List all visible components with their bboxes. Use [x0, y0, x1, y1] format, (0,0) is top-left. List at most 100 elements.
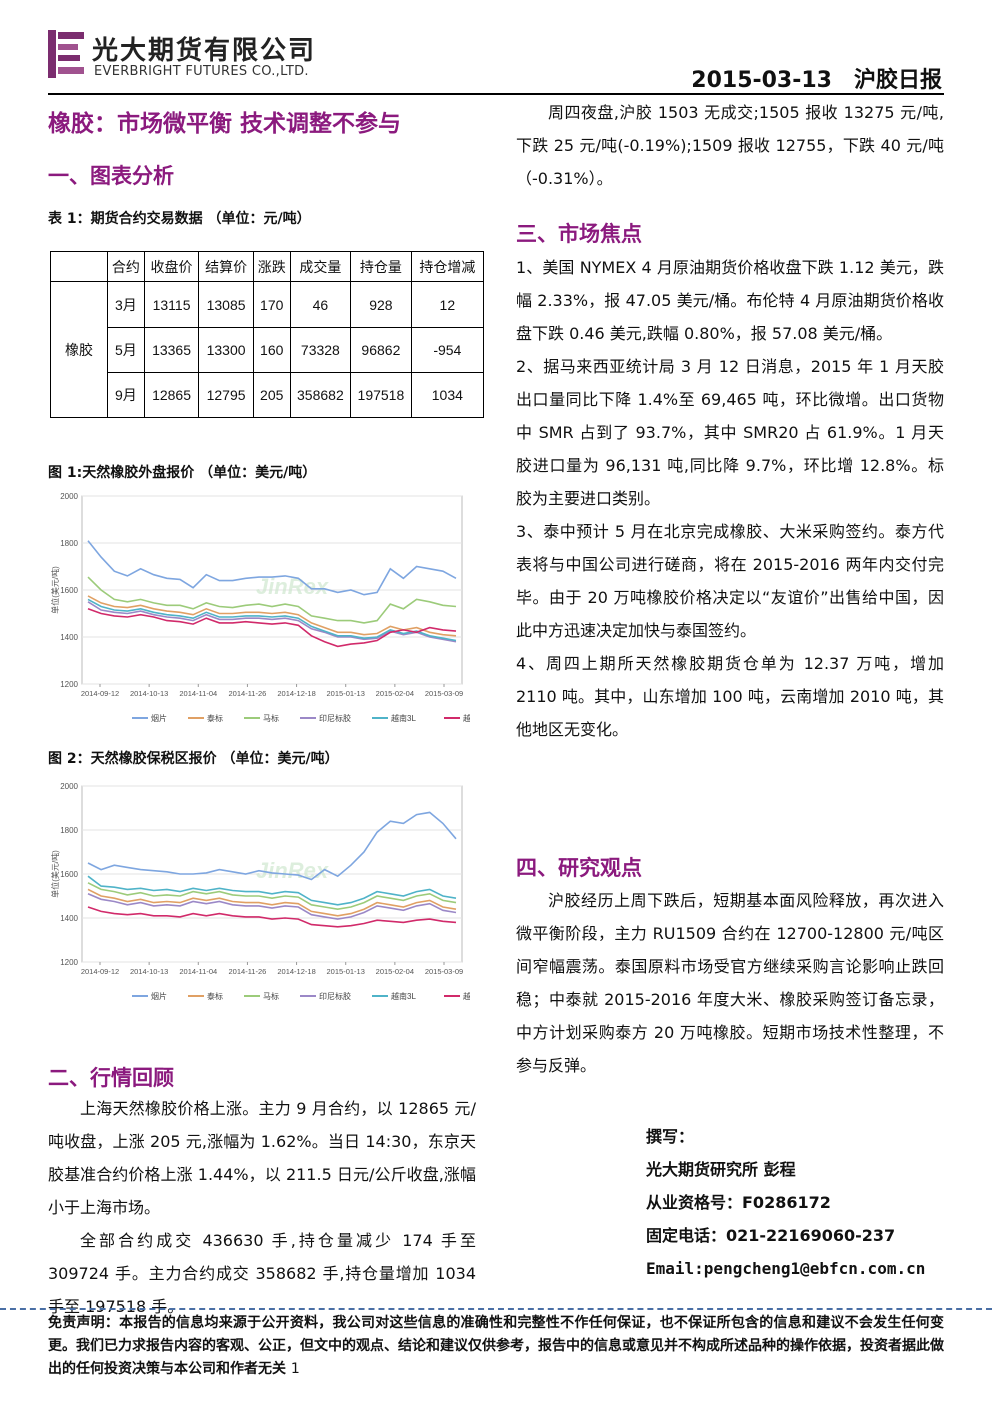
focus-item: 3、泰中预计 5 月在北京完成橡胶、大米采购签约。泰方代表将与中国公司进行磋商，… [516, 522, 944, 640]
y-tick-label: 1400 [60, 633, 78, 642]
table-header-cell: 涨跌 [252, 251, 291, 282]
table-group-cell: 橡胶 [50, 281, 108, 418]
y-axis-label: 单位(美元/吨) [50, 566, 60, 614]
author-block: 撰写： 光大期货研究所 彭程 从业资格号：F0286172 固定电话：021-2… [646, 1120, 925, 1285]
table-cell: 1034 [410, 372, 485, 418]
table-cell: 205 [252, 372, 291, 418]
legend-label: 烟片 [151, 713, 167, 723]
table-row: 9月 12865 12795 205 358682 197518 1034 [51, 372, 485, 418]
table-cell: 928 [350, 281, 412, 328]
x-tick-label: 2015-01-13 [327, 967, 365, 976]
series-line-烟片 [87, 540, 457, 596]
table-cell: 73328 [289, 327, 352, 373]
report-date-title: 2015-03-13 沪胶日报 [691, 68, 942, 93]
legend-label: 泰标 [207, 713, 223, 723]
x-tick-label: 2014-10-13 [130, 689, 168, 698]
company-name-en: EVERBRIGHT FUTURES CO.,LTD. [94, 64, 309, 79]
page-title: 橡胶：市场微平衡 技术调整不参与 [48, 111, 402, 137]
table-cell: 13365 [143, 327, 200, 373]
table-cell: 9月 [107, 372, 145, 418]
legend-label: 烟片 [151, 991, 167, 1001]
market-focus-list: 1、美国 NYMEX 4 月原油期货价格收盘下跌 1.12 美元，跌幅 2.33… [516, 251, 944, 746]
table-cell: 12865 [143, 372, 200, 418]
table-header-row: 合约 收盘价 结算价 涨跌 成交量 持仓量 持仓增减 [50, 251, 485, 282]
y-tick-label: 1600 [60, 586, 78, 595]
futures-trade-table: 合约 收盘价 结算价 涨跌 成交量 持仓量 持仓增减 橡胶 3月 13115 1… [50, 251, 485, 418]
series-line-泰标 [87, 888, 457, 917]
series-line-印尼标胶 [87, 893, 457, 920]
table-cell: 160 [252, 327, 291, 373]
x-tick-label: 2014-12-18 [277, 689, 315, 698]
x-tick-label: 2014-10-13 [130, 967, 168, 976]
table-cell: -954 [410, 327, 485, 373]
figure2-caption: 图 2：天然橡胶保税区报价 （单位：美元/吨） [48, 751, 339, 767]
x-tick-label: 2014-11-04 [179, 689, 217, 698]
series-line-马标 [87, 882, 457, 911]
table-cell: 12795 [198, 372, 254, 418]
x-tick-label: 2014-11-04 [179, 967, 217, 976]
header-divider [48, 93, 944, 95]
y-tick-label: 1200 [60, 958, 78, 967]
x-tick-label: 2015-02-04 [376, 967, 414, 976]
company-logo-icon [48, 30, 84, 78]
x-tick-label: 2015-03-09 [425, 689, 463, 698]
table-corner-cell [50, 251, 108, 282]
market-review-text: 上海天然橡胶价格上涨。主力 9 月合约，以 12865 元/吨收盘，上涨 205… [48, 1092, 476, 1323]
review-paragraph-2: 全部合约成交 436630 手,持仓量减少 174 手至 309724 手。主力… [48, 1231, 476, 1316]
y-tick-label: 1800 [60, 539, 78, 548]
x-tick-label: 2014-11-26 [229, 689, 267, 698]
night-session-text: 周四夜盘,沪胶 1503 无成交;1505 报收 13275 元/吨,下跌 25… [516, 96, 944, 195]
author-phone: 固定电话：021-22169060-237 [646, 1226, 896, 1245]
x-tick-label: 2014-09-12 [81, 689, 119, 698]
y-tick-label: 1400 [60, 914, 78, 923]
table-cell: 13085 [198, 281, 254, 328]
figure1-caption: 图 1:天然橡胶外盘报价 （单位：美元/吨） [48, 465, 317, 481]
x-tick-label: 2014-11-26 [229, 967, 267, 976]
chart-offshore-quotes: 2000 1800 1600 1400 1200 单位(美元/吨) 2014-09-12 20… [48, 486, 496, 734]
y-tick-label: 1800 [60, 826, 78, 835]
research-opinion-text: 沪胶经历上周下跌后，短期基本面风险释放，再次进入微平衡阶段，主力 RU1509 … [516, 884, 944, 1082]
series-line-越南10号 [87, 906, 457, 928]
author-label: 撰写： [646, 1127, 695, 1146]
table-header-cell: 合约 [107, 251, 145, 282]
legend-label: 印尼标胶 [319, 991, 351, 1001]
author-email: Email:pengcheng1@ebfcn.com.cn [646, 1259, 926, 1278]
disclaimer: 免责声明：本报告的信息均来源于公开资料，我公司对这些信息的准确性和完整性不作任何… [48, 1312, 944, 1381]
night-session-paragraph: 周四夜盘,沪胶 1503 无成交;1505 报收 13275 元/吨,下跌 25… [516, 103, 944, 188]
legend-label: 马标 [263, 991, 279, 1001]
legend-label: 越南10号 [463, 713, 470, 723]
x-tick-label: 2015-02-04 [376, 689, 414, 698]
y-tick-label: 2000 [60, 782, 78, 791]
series-line-越南3L [87, 875, 457, 906]
table-row: 橡胶 3月 13115 13085 170 46 928 12 [50, 281, 485, 418]
series-line-泰标 [87, 595, 457, 637]
y-tick-label: 1600 [60, 870, 78, 879]
x-tick-label: 2015-01-13 [327, 689, 365, 698]
section-heading-focus: 三、市场焦点 [516, 222, 642, 246]
table-cell: 358682 [289, 372, 352, 418]
x-tick-label: 2014-12-18 [277, 967, 315, 976]
disclaimer-text: 免责声明：本报告的信息均来源于公开资料，我公司对这些信息的准确性和完整性不作任何… [48, 1315, 944, 1377]
company-name-cn: 光大期货有限公司 [92, 36, 317, 66]
table-header-cell: 持仓量 [350, 251, 412, 282]
table-row: 5月 13365 13300 160 73328 96862 -954 [51, 327, 485, 373]
y-tick-label: 2000 [60, 492, 78, 501]
chart-bonded-quotes: 2000 1800 1600 1400 1200 单位(美元/吨) 2014-09-12 20… [48, 776, 496, 1012]
opinion-paragraph: 沪胶经历上周下跌后，短期基本面风险释放，再次进入微平衡阶段，主力 RU1509 … [516, 891, 944, 1075]
table-cell: 170 [252, 281, 291, 328]
legend-label: 越南10号 [463, 991, 470, 1001]
table-cell: 13300 [198, 327, 254, 373]
table-header-cell: 收盘价 [143, 251, 200, 282]
x-tick-label: 2014-09-12 [81, 967, 119, 976]
table-cell: 3月 [107, 281, 145, 328]
legend-label: 越南3L [391, 991, 416, 1001]
focus-item: 2、据马来西亚统计局 3 月 12 日消息，2015 年 1 月天胶出口量同比下… [516, 357, 944, 508]
focus-item: 1、美国 NYMEX 4 月原油期货价格收盘下跌 1.12 美元，跌幅 2.33… [516, 258, 944, 343]
footer-divider [0, 1308, 992, 1310]
table-header-cell: 成交量 [289, 251, 352, 282]
watermark-text: JinRex [256, 858, 329, 883]
table-cell: 13115 [143, 281, 200, 328]
series-line-马标 [87, 576, 457, 624]
page-number: 1 [290, 1361, 300, 1377]
focus-item: 4、周四上期所天然橡胶期货仓单为 12.37 万吨，增加 2110 吨。其中，山… [516, 654, 944, 739]
